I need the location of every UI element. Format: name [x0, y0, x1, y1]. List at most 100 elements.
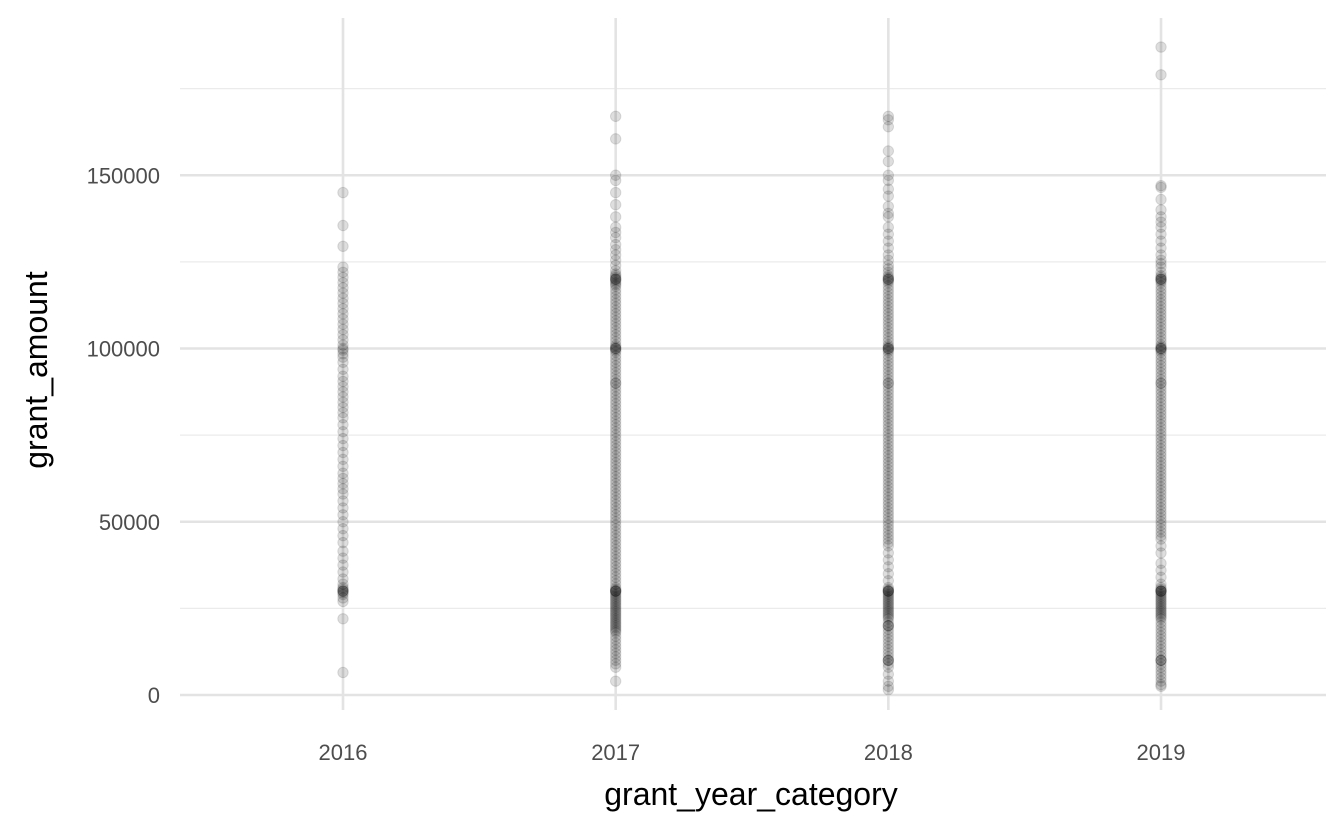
data-point [609, 342, 622, 355]
data-point [882, 283, 895, 296]
data-point [337, 380, 349, 393]
data-point [337, 318, 349, 330]
data-point [609, 568, 622, 580]
data-point [882, 450, 895, 462]
data-point [1155, 585, 1167, 597]
data-point [882, 315, 895, 327]
data-point [882, 443, 895, 455]
data-point [882, 259, 895, 272]
data-point [1155, 273, 1167, 285]
data-point [609, 342, 622, 355]
data-point [337, 453, 349, 466]
data-point [882, 471, 895, 483]
data-point [882, 554, 895, 566]
data-point [337, 529, 349, 542]
data-point [882, 658, 895, 670]
data-point [882, 276, 895, 289]
data-point [609, 620, 622, 632]
data-point [1155, 280, 1167, 292]
data-point [1155, 342, 1167, 355]
data-point [882, 467, 895, 479]
data-point [609, 554, 622, 566]
data-point [882, 620, 895, 632]
data-point [609, 244, 622, 256]
data-point [609, 419, 622, 431]
data-point [1155, 373, 1167, 386]
data-point [609, 574, 622, 587]
data-point [882, 419, 895, 431]
data-point [337, 219, 349, 232]
y-tick-label: 100000 [87, 337, 160, 362]
data-point [1155, 626, 1167, 639]
data-point [337, 483, 349, 495]
data-point [609, 481, 622, 493]
data-point [609, 592, 622, 604]
data-point [609, 533, 622, 545]
data-point [1155, 342, 1167, 355]
data-point [609, 425, 622, 438]
data-point [882, 174, 895, 187]
data-point [882, 273, 895, 285]
data-point [1155, 637, 1167, 649]
data-point [882, 270, 895, 282]
data-point [1155, 585, 1167, 597]
data-point [609, 474, 622, 486]
data-point [1155, 398, 1167, 410]
data-point [882, 439, 895, 452]
data-point [609, 609, 622, 622]
data-point [882, 585, 895, 597]
data-point [609, 110, 622, 123]
data-point [609, 335, 622, 348]
data-point [609, 626, 622, 639]
data-point [1155, 181, 1167, 194]
data-point [1155, 467, 1167, 479]
data-point [609, 346, 622, 358]
data-point [609, 498, 622, 511]
data-point [882, 561, 895, 573]
data-point [609, 651, 622, 663]
data-point [609, 270, 622, 282]
data-point [882, 607, 895, 620]
data-point [1155, 607, 1167, 620]
y-tick-label: 0 [148, 683, 160, 708]
data-point [882, 207, 895, 220]
data-point [882, 644, 895, 656]
data-point [1155, 654, 1167, 667]
data-point [1155, 439, 1167, 452]
data-point [882, 398, 895, 410]
data-point [609, 519, 622, 531]
data-point [337, 375, 349, 388]
data-point [882, 304, 895, 317]
data-point [609, 585, 622, 597]
data-point [337, 495, 349, 507]
data-point [337, 509, 349, 521]
data-point [882, 640, 895, 653]
data-point [1155, 216, 1167, 228]
data-point [337, 536, 349, 549]
data-point [882, 367, 895, 379]
data-point [882, 536, 895, 549]
data-point [882, 121, 895, 133]
data-point [1155, 602, 1167, 615]
data-point [609, 616, 622, 628]
data-point [337, 502, 349, 514]
data-point [882, 200, 895, 213]
data-point [337, 391, 349, 403]
data-point [609, 356, 622, 369]
data-point [882, 495, 895, 507]
data-point [609, 623, 622, 635]
data-point [882, 498, 895, 511]
data-point [1155, 261, 1167, 273]
data-point [1155, 360, 1167, 372]
data-point [609, 276, 622, 289]
data-point [609, 540, 622, 552]
data-point [1155, 488, 1167, 500]
data-point [337, 566, 349, 578]
data-point [1155, 600, 1167, 613]
data-point [882, 294, 895, 306]
data-point [609, 557, 622, 570]
data-point [1155, 322, 1167, 334]
data-point [337, 573, 349, 585]
data-point [1155, 578, 1167, 590]
